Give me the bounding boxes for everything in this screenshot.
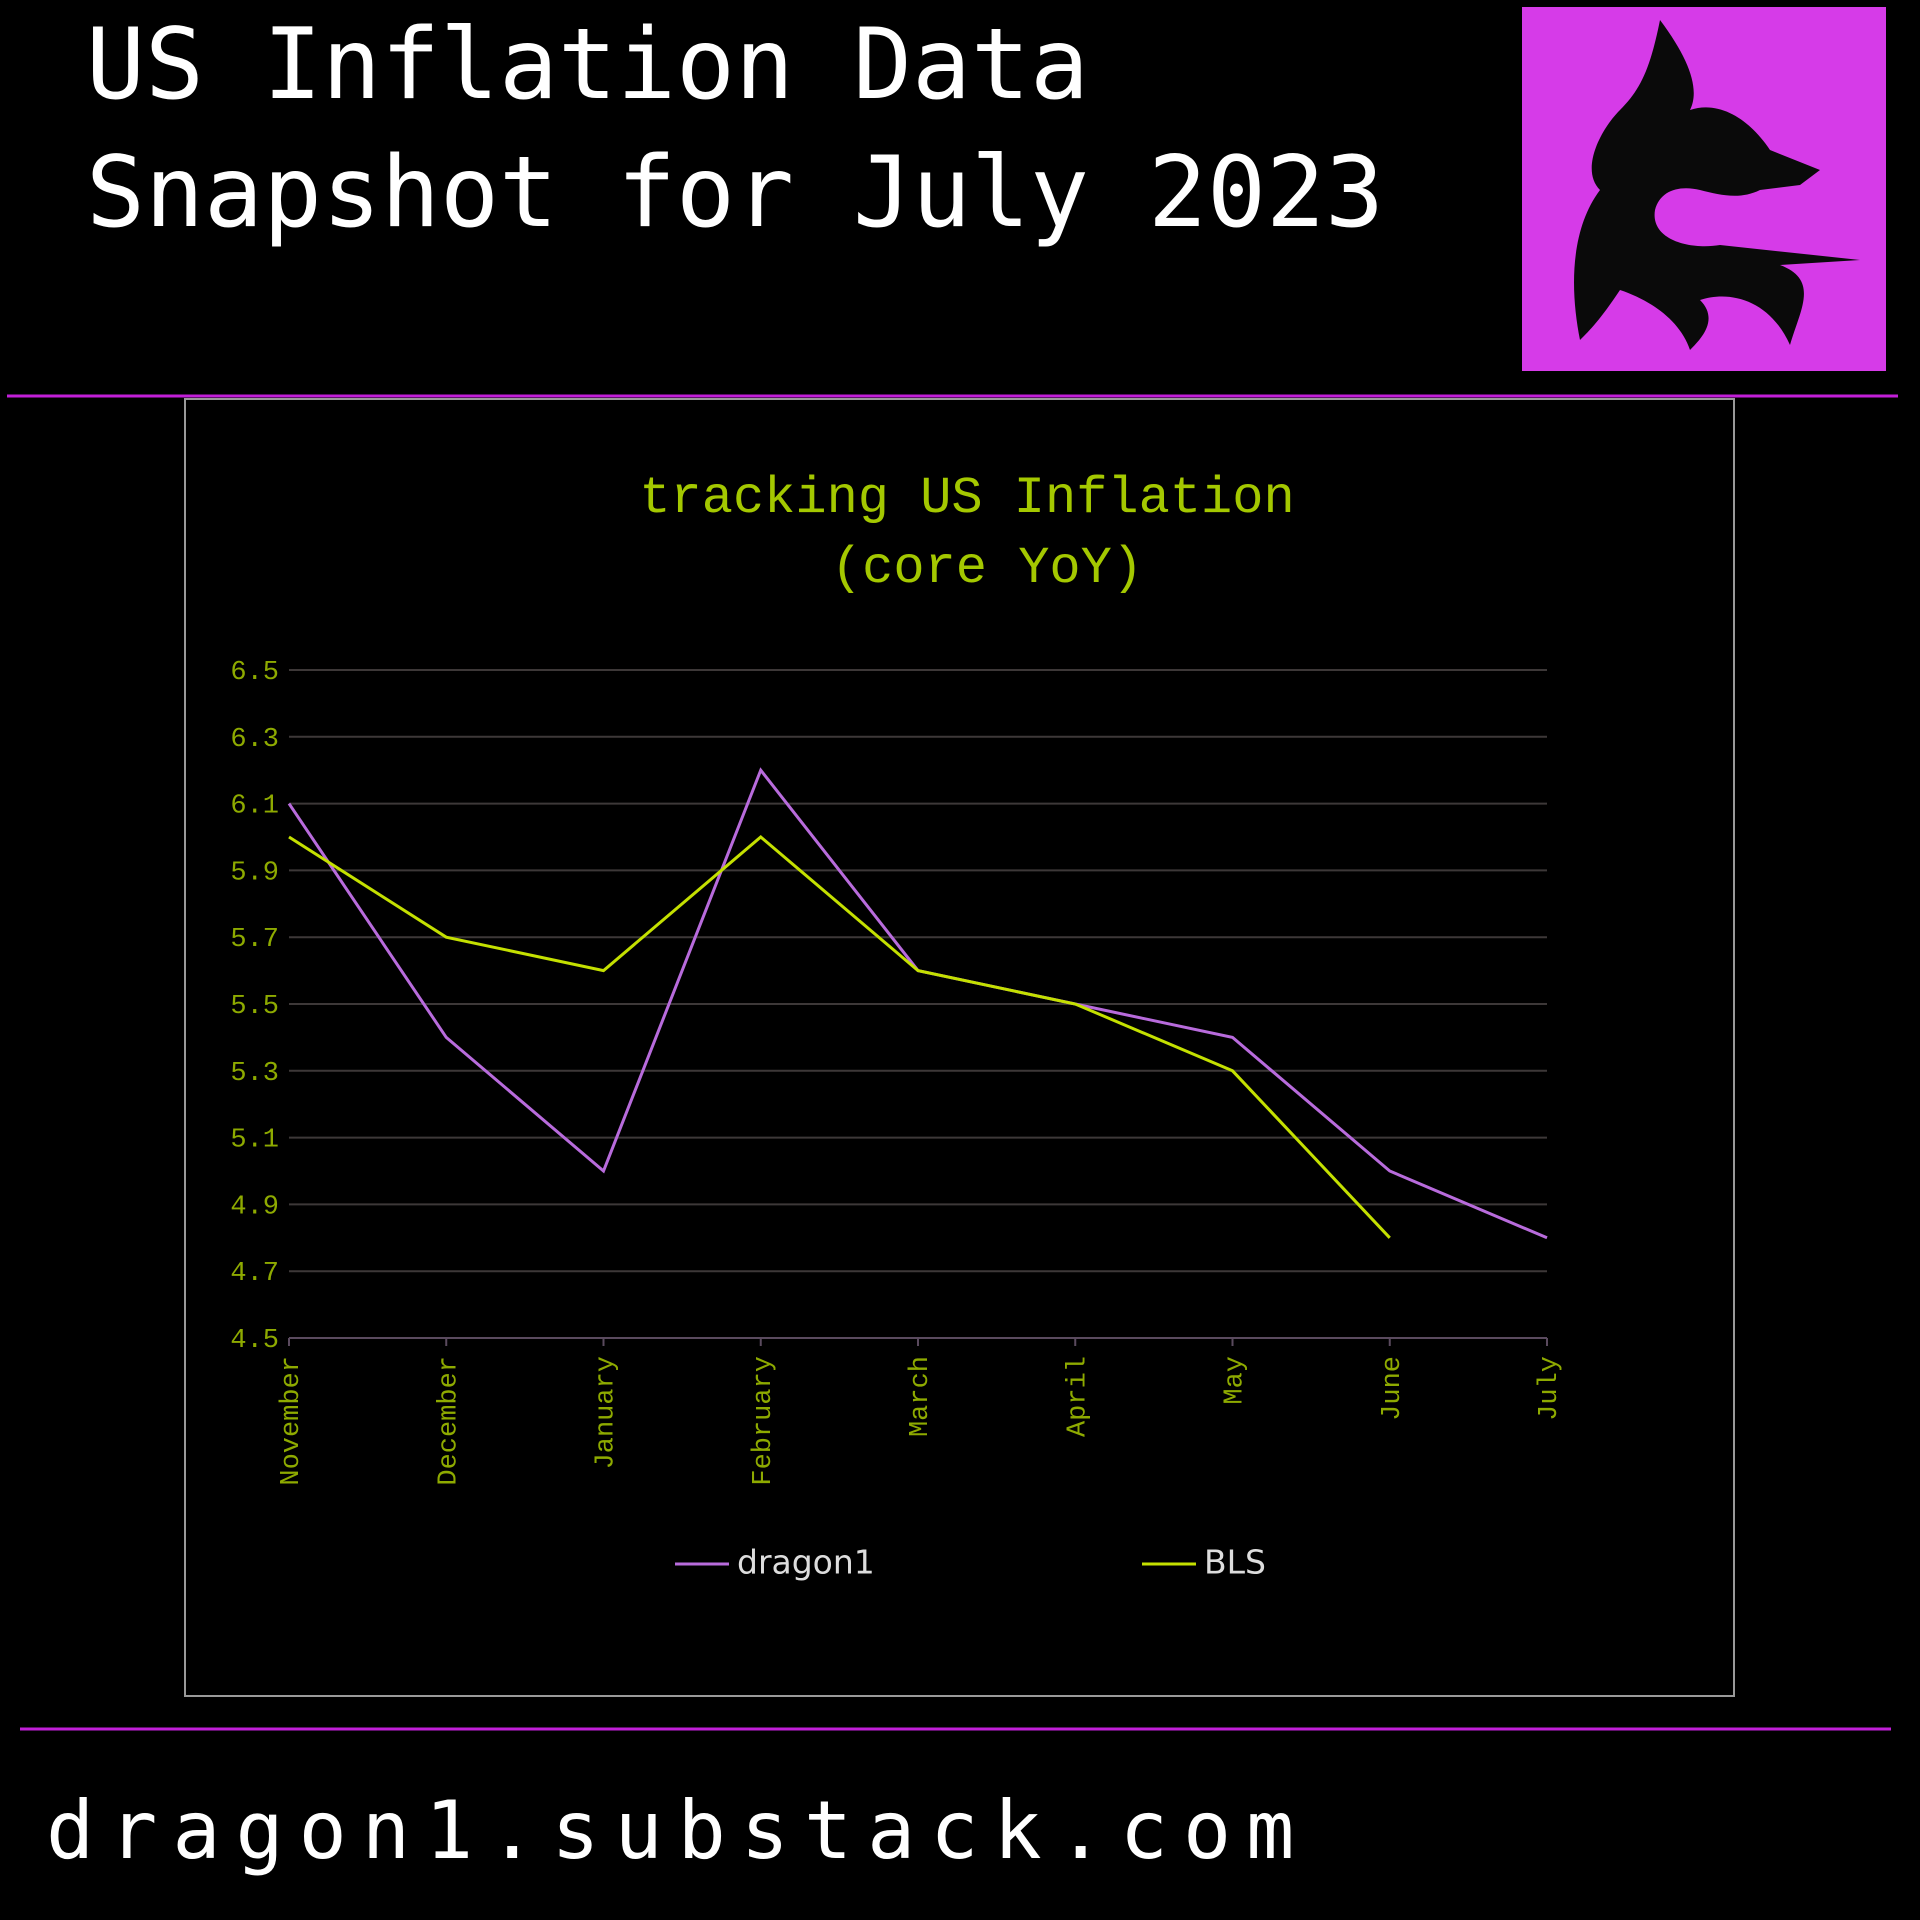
x-tick-label: November [277,1356,307,1486]
x-tick-label: December [434,1356,464,1486]
chart-title: tracking US Inflation [639,469,1294,528]
x-tick-label: June [1378,1356,1408,1421]
header-title: Snapshot for July 2023 [86,136,1384,250]
x-tick-label: January [592,1356,622,1469]
y-tick-label: 4.5 [230,1326,279,1356]
y-tick-label: 5.3 [230,1059,279,1089]
x-tick-label: March [906,1356,936,1437]
logo-dragon [1574,20,1860,350]
y-tick-label: 4.7 [230,1259,279,1289]
y-tick-label: 5.1 [230,1126,279,1156]
chart-subtitle: (core YoY) [831,539,1143,598]
y-tick-label: 5.9 [230,858,279,888]
chart-frame [184,398,1735,1697]
header-title: US Inflation Data [86,8,1089,122]
y-tick-label: 6.3 [230,725,279,755]
x-tick-label: February [749,1356,779,1486]
legend-label: BLS [1204,1543,1266,1582]
logo [1522,7,1886,371]
y-tick-label: 5.7 [230,925,279,955]
x-tick-label: April [1063,1356,1093,1437]
y-tick-label: 6.1 [230,792,279,822]
footer-url: dragon1.substack.com [46,1784,1309,1877]
x-tick-label: May [1221,1356,1251,1405]
y-tick-label: 5.5 [230,992,279,1022]
y-tick-label: 4.9 [230,1192,279,1222]
plot: 4.5 4.7 4.9 5.1 5.3 5.5 5.7 5.9 6.1 6.3 6.5 Novembe… [230,658,1565,1582]
series-line [288,835,1391,1239]
y-tick-label: 6.5 [230,658,279,688]
x-tick-label: July [1535,1356,1565,1421]
legend-label: dragon1 [737,1543,875,1582]
